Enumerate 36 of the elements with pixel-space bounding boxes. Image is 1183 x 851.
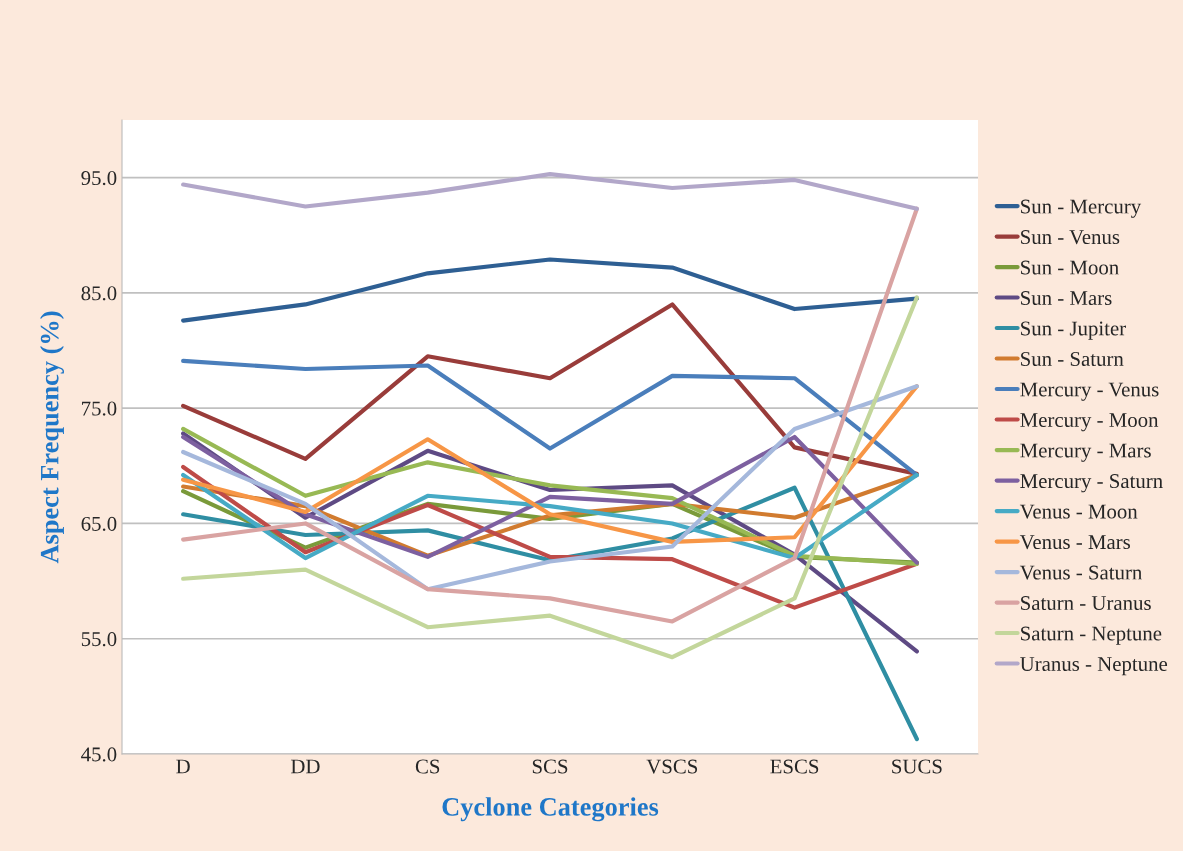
x-tick-label: D	[176, 759, 190, 774]
x-axis-title: Cyclone Categories	[442, 797, 659, 822]
legend-label: Sun - Moon	[1021, 260, 1119, 275]
legend-label: Sun - Jupiter	[1021, 321, 1126, 340]
legend-label: Mercury - Moon	[1020, 413, 1159, 432]
y-axis-title: Aspect Frequency (%)	[40, 311, 65, 564]
line-series	[181, 358, 919, 478]
y-tick-label: 75.0	[82, 401, 117, 416]
legend-label: Mercury - Venus	[1020, 382, 1159, 401]
legend-label: Venus - Moon	[1019, 504, 1138, 519]
line-series	[181, 172, 919, 211]
x-tick-label: ESCS	[770, 759, 819, 774]
x-tick-label: SCS	[532, 759, 568, 774]
x-tick-label: VSCS	[646, 759, 698, 774]
x-tick-label: SUCS	[892, 759, 942, 774]
x-tick-label: DD	[290, 759, 320, 774]
legend-label: Sun - Venus	[1021, 230, 1120, 245]
legend-label: Venus - Saturn	[1019, 565, 1143, 580]
legend-label: Sun - Mars	[1021, 291, 1112, 306]
line-series	[181, 295, 919, 660]
legend-label: Sun - Mercury	[1021, 199, 1142, 218]
legend-label: Venus - Mars	[1019, 535, 1130, 550]
line-series	[181, 302, 919, 476]
legend-label: Sun - Saturn	[1021, 351, 1124, 366]
y-tick-label: 55.0	[81, 632, 117, 647]
y-tick-label: 65.0	[81, 516, 117, 531]
legend-label: Mercury - Saturn	[1020, 474, 1163, 493]
legend-label: Mercury - Mars	[1020, 443, 1151, 462]
x-tick-label: CS	[415, 759, 440, 774]
y-tick-label: 95.0	[81, 171, 117, 186]
legend-label: Saturn - Neptune	[1021, 626, 1162, 645]
legend-label: Saturn - Uranus	[1021, 596, 1151, 611]
y-tick-label: 45.0	[81, 747, 117, 762]
legend-label: Uranus - Neptune	[1020, 657, 1168, 676]
line-series	[181, 257, 919, 323]
y-tick-label: 85.0	[81, 286, 117, 301]
